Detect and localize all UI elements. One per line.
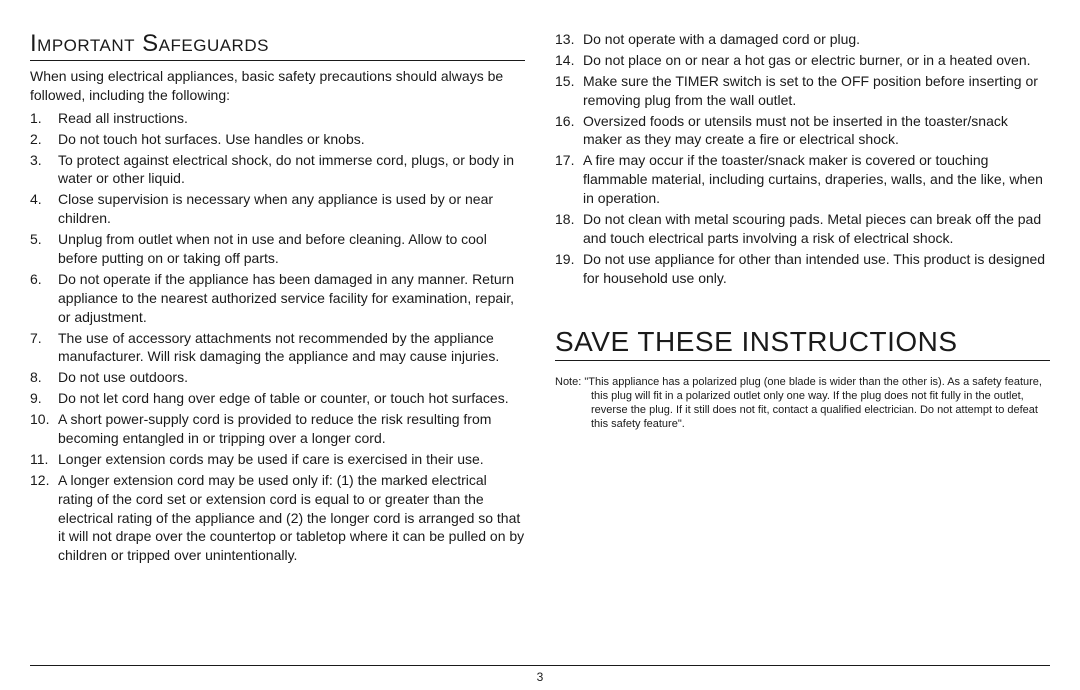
safeguards-list-right: Do not operate with a damaged cord or pl… [555,30,1050,288]
footer-rule [30,665,1050,666]
safeguard-item: Do not use appliance for other than inte… [555,250,1050,288]
page-number: 3 [0,670,1080,684]
intro-text: When using electrical appliances, basic … [30,67,525,105]
safeguards-heading: Important Safeguards [30,30,525,61]
save-instructions-heading: SAVE THESE INSTRUCTIONS [555,326,1050,361]
safeguard-item: A longer extension cord may be used only… [30,471,525,565]
two-column-layout: Important Safeguards When using electric… [30,30,1050,650]
safeguard-item: Do not let cord hang over edge of table … [30,389,525,408]
safeguard-item: Do not touch hot surfaces. Use handles o… [30,130,525,149]
polarized-plug-note: Note: "This appliance has a polarized pl… [555,375,1050,432]
safeguard-item: A fire may occur if the toaster/snack ma… [555,151,1050,208]
safeguard-item: Do not place on or near a hot gas or ele… [555,51,1050,70]
safeguard-item: Longer extension cords may be used if ca… [30,450,525,469]
safeguard-item: Do not operate with a damaged cord or pl… [555,30,1050,49]
safeguard-item: A short power-supply cord is provided to… [30,410,525,448]
safeguard-item: Oversized foods or utensils must not be … [555,112,1050,150]
safeguard-item: Make sure the TIMER switch is set to the… [555,72,1050,110]
safeguard-item: The use of accessory attachments not rec… [30,329,525,367]
left-column: Important Safeguards When using electric… [30,30,525,650]
note-label: Note: [555,376,584,388]
safeguard-item: To protect against electrical shock, do … [30,151,525,189]
safeguard-item: Read all instructions. [30,109,525,128]
right-column: Do not operate with a damaged cord or pl… [555,30,1050,650]
safeguard-item: Close supervision is necessary when any … [30,190,525,228]
note-body: "This appliance has a polarized plug (on… [584,376,1042,431]
safeguard-item: Unplug from outlet when not in use and b… [30,230,525,268]
safeguard-item: Do not clean with metal scouring pads. M… [555,210,1050,248]
safeguard-item: Do not use outdoors. [30,368,525,387]
safeguards-list-left: Read all instructions. Do not touch hot s… [30,109,525,565]
safeguard-item: Do not operate if the appliance has been… [30,270,525,327]
